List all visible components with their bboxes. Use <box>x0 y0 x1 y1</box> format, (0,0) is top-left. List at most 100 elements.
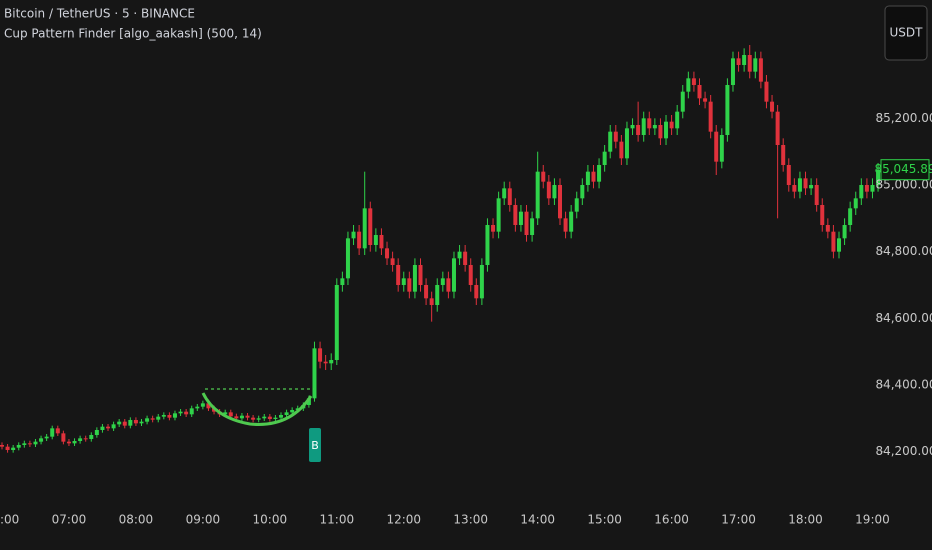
candle-body <box>502 188 507 199</box>
indicator-title: Cup Pattern Finder [algo_aakash] (500, 1… <box>4 27 262 41</box>
candle-body <box>245 415 250 418</box>
plot-area <box>0 45 881 453</box>
candle-body <box>94 430 99 435</box>
candle-body <box>641 118 646 135</box>
candle-body <box>39 438 44 442</box>
candle-body <box>781 145 786 165</box>
candle-body <box>507 188 512 205</box>
candle-body <box>842 225 847 239</box>
candle-body <box>630 125 635 129</box>
y-tick-label: 85,000.00 <box>875 178 932 192</box>
candle-body <box>139 421 144 424</box>
candle-body <box>385 248 390 259</box>
candle-body <box>117 421 122 425</box>
candle-body <box>714 131 719 162</box>
candle-body <box>306 398 311 405</box>
candle-body <box>345 238 350 279</box>
candle-body <box>50 428 55 437</box>
candle-body <box>340 278 345 285</box>
candle-body <box>446 278 451 292</box>
candle-body <box>636 125 641 135</box>
candle-body <box>351 231 356 239</box>
y-tick-label: 85,200.00 <box>875 111 932 125</box>
candle-body <box>195 406 200 409</box>
candle-body <box>792 185 797 192</box>
candle-body <box>401 278 406 285</box>
buy-signal: B <box>309 428 321 462</box>
candle-body <box>658 125 663 139</box>
candle-body <box>418 265 423 285</box>
currency-button-box[interactable] <box>884 5 928 61</box>
candle-body <box>820 205 825 225</box>
currency-button-label[interactable]: USDT <box>890 26 924 40</box>
candle-body <box>809 185 814 189</box>
candle-body <box>256 418 261 420</box>
x-tick-label: 18:00 <box>788 513 823 527</box>
candle-body <box>859 185 864 199</box>
candle-body <box>496 198 501 232</box>
x-tick-label: 08:00 <box>119 513 154 527</box>
candle-body <box>758 58 763 82</box>
candle-body <box>535 171 540 219</box>
candle-body <box>200 403 205 407</box>
candle-body <box>279 415 283 418</box>
candle-body <box>128 420 133 426</box>
signal-label: B <box>311 439 319 452</box>
candle-body <box>624 128 629 159</box>
candle-body <box>837 238 841 252</box>
candle-body <box>697 85 702 99</box>
candle-body <box>585 171 590 185</box>
candle-body <box>33 441 38 445</box>
x-tick-label: 13:00 <box>453 513 488 527</box>
x-tick-label: 07:00 <box>52 513 87 527</box>
candle-body <box>580 185 585 199</box>
candle-body <box>747 55 752 72</box>
candle-body <box>619 141 624 159</box>
candle-body <box>189 408 194 415</box>
candle-body <box>89 435 94 439</box>
candle-body <box>167 415 172 418</box>
x-tick-label: 09:00 <box>186 513 221 527</box>
candle-body <box>530 218 535 235</box>
candle-body <box>11 447 16 450</box>
candle-body <box>145 418 150 422</box>
candle-body <box>16 445 21 448</box>
candle-body <box>133 420 138 424</box>
candle-body <box>546 181 551 199</box>
candle-body <box>78 438 83 441</box>
candle-body <box>691 78 696 85</box>
candle-body <box>775 111 780 145</box>
candle-body <box>273 417 278 419</box>
candle-body <box>652 125 657 129</box>
candle-body <box>440 278 445 285</box>
axes: 84,200.00 84,400.00 84,600.00 84,800.00 85,0… <box>0 111 932 527</box>
candle-body <box>100 426 105 430</box>
candle-body <box>552 185 557 199</box>
candle-body <box>518 211 523 225</box>
candle-body <box>597 165 602 182</box>
x-tick-label: 06:00 <box>0 513 19 527</box>
candle-body <box>474 285 479 299</box>
candle-body <box>262 416 267 419</box>
candle-body <box>5 446 10 450</box>
candle-body <box>569 211 574 232</box>
candle-body <box>463 251 468 265</box>
candle-body <box>513 205 518 225</box>
candle-body <box>541 171 546 182</box>
candle-body <box>234 416 239 419</box>
candle-body <box>334 285 339 360</box>
currency-button[interactable]: USDT <box>884 5 928 61</box>
candle-body <box>206 403 211 409</box>
candle-body <box>184 411 189 415</box>
candle-body <box>368 208 373 245</box>
candle-body <box>66 441 71 444</box>
x-tick-label: 16:00 <box>654 513 689 527</box>
candle-body <box>72 441 77 444</box>
candle-body <box>736 58 741 65</box>
candle-body <box>284 412 289 415</box>
candle-body <box>407 278 412 292</box>
candle-body <box>27 443 32 445</box>
candle-body <box>680 91 685 112</box>
